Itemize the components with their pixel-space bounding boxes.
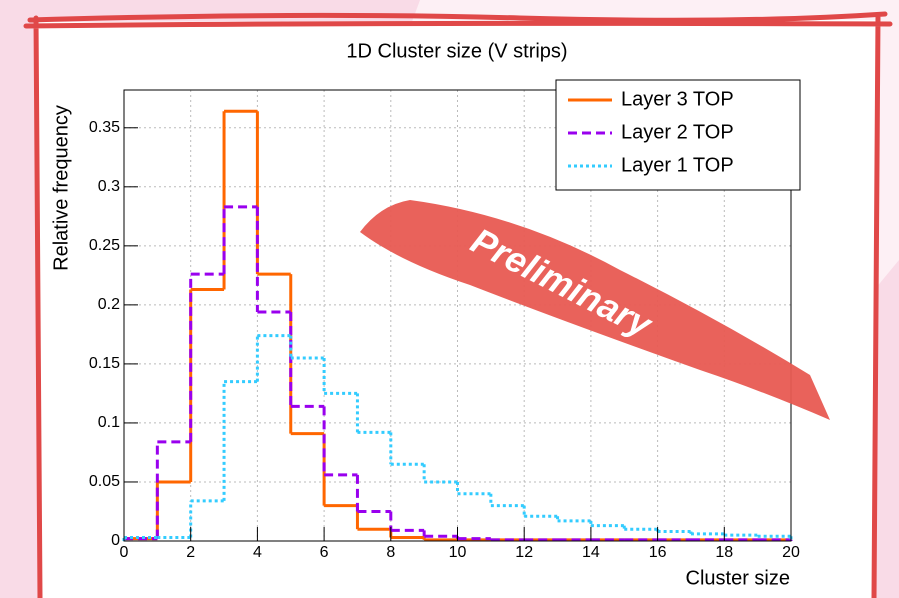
brush-stroke [360,200,830,420]
x-tick-label: 6 [320,544,329,561]
x-tick-label: 12 [515,544,533,561]
legend-box [555,79,801,191]
y-tick-label: 0.05 [89,473,120,490]
y-tick-label: 0.3 [98,178,120,195]
frame-border [23,11,893,598]
x-tick-label: 20 [782,544,800,561]
x-axis-label: Cluster size [686,567,790,589]
x-tick-label: 18 [715,544,733,561]
x-tick-label: 16 [649,544,667,561]
y-tick-label: 0.25 [89,237,120,254]
y-tick-label: 0 [111,532,120,549]
y-tick-label: 0.15 [89,355,120,372]
legend: Layer 3 TOP Layer 2 TOP Layer 1 TOP [555,79,801,191]
x-tick-label: 8 [386,544,395,561]
x-tick-label: 2 [186,544,195,561]
x-tick-label: 10 [449,544,467,561]
y-axis-label: Relative frequency [50,105,72,271]
x-tick-label: 0 [120,544,129,561]
y-tick-label: 0.2 [98,296,120,313]
y-tick-label: 0.35 [89,119,120,136]
legend-label: Layer 1 TOP [621,154,734,176]
y-tick-label: 0.1 [98,414,120,431]
legend-label: Layer 3 TOP [621,88,734,110]
x-tick-label: 14 [582,544,600,561]
chart-title: 1D Cluster size (V strips) [346,40,567,62]
x-tick-label: 4 [253,544,262,561]
legend-label: Layer 2 TOP [621,121,734,143]
